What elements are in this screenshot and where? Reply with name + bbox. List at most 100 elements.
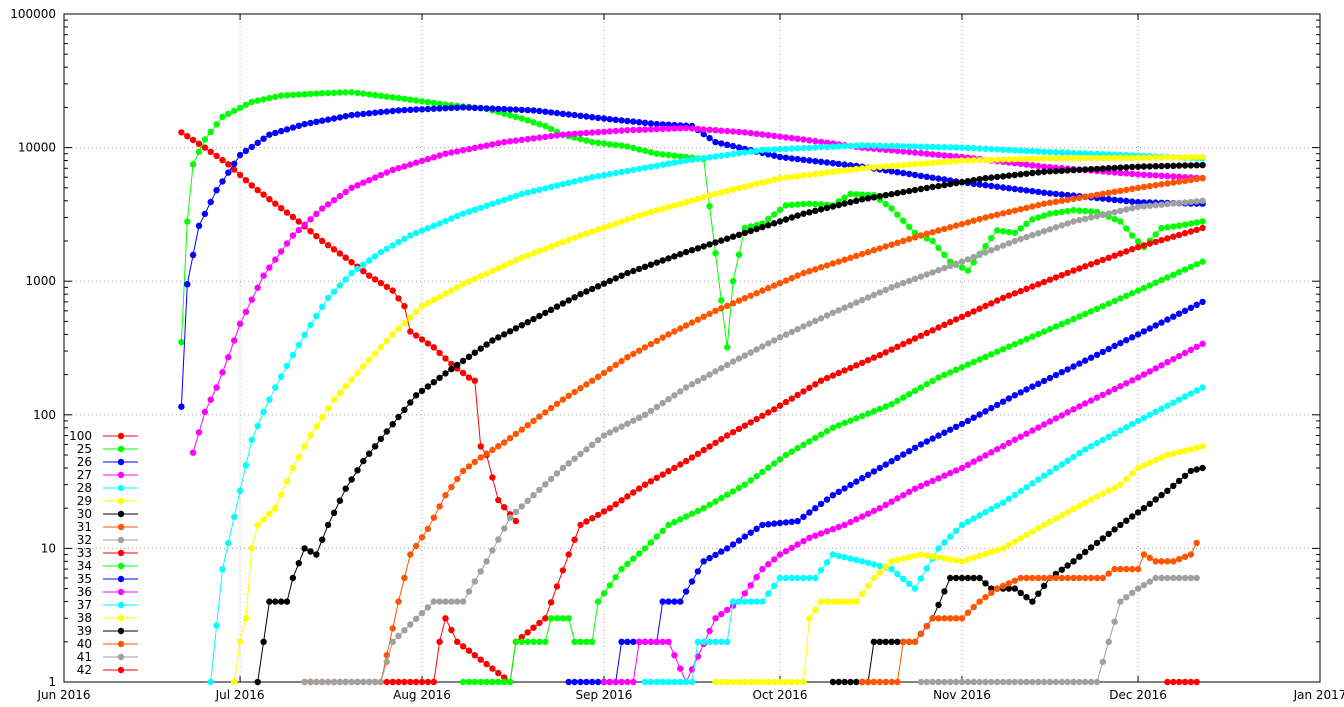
data-point [506, 678, 514, 686]
data-point [360, 110, 367, 118]
data-point [829, 203, 837, 210]
data-point [512, 192, 520, 200]
data-point [976, 678, 983, 686]
data-point [847, 199, 854, 206]
data-point [1052, 198, 1060, 205]
legend-label: 40 [77, 637, 92, 651]
data-point [1011, 185, 1018, 193]
data-point [788, 134, 795, 142]
data-point [812, 381, 819, 388]
data-point [682, 322, 690, 329]
data-point [935, 324, 942, 331]
data-point [1093, 305, 1101, 312]
data-point [448, 598, 455, 605]
data-point [788, 145, 795, 152]
data-point [712, 307, 719, 314]
data-point [260, 638, 267, 645]
data-point [958, 558, 966, 565]
data-point [1035, 424, 1042, 431]
data-point [935, 151, 942, 158]
data-point [1005, 580, 1013, 587]
data-point [847, 417, 854, 424]
data-point [1029, 574, 1036, 582]
data-point [724, 638, 731, 645]
data-point [401, 319, 408, 327]
data-point [829, 372, 837, 379]
data-point [659, 399, 666, 407]
data-point [295, 453, 302, 461]
data-point [1199, 384, 1206, 391]
data-point [970, 414, 977, 421]
data-point [876, 569, 883, 576]
data-point [189, 136, 197, 144]
data-point [724, 344, 731, 351]
data-point [841, 598, 848, 605]
data-point [659, 121, 666, 128]
legend-label: 26 [77, 455, 92, 469]
data-point [495, 443, 502, 450]
data-point [1164, 235, 1171, 242]
data-point [589, 678, 596, 686]
data-point [606, 505, 613, 512]
data-point [976, 411, 983, 418]
data-point [1111, 430, 1118, 437]
data-point [313, 423, 320, 430]
data-point [771, 520, 778, 527]
data-point [565, 460, 572, 467]
data-point [917, 678, 925, 686]
data-point [225, 110, 232, 118]
data-point [817, 264, 825, 271]
data-point [231, 107, 238, 115]
data-point [823, 528, 831, 535]
data-point [483, 558, 490, 565]
data-point [430, 99, 437, 107]
data-point [377, 92, 385, 100]
data-point [753, 130, 760, 137]
data-point [665, 468, 672, 475]
series-39 [829, 464, 1206, 686]
series-100 [178, 129, 520, 525]
data-point [606, 365, 613, 373]
data-point [260, 272, 267, 279]
data-point [1123, 424, 1130, 431]
data-point [213, 152, 220, 160]
data-point [618, 678, 625, 686]
data-point [1146, 282, 1154, 289]
x-tick-label: Oct 2016 [752, 688, 807, 702]
data-point [888, 401, 895, 408]
data-point [694, 377, 702, 385]
data-point [301, 221, 308, 228]
data-point [395, 678, 402, 686]
data-point [1129, 170, 1136, 178]
data-point [888, 346, 895, 353]
data-point [823, 262, 831, 269]
data-point [559, 567, 567, 574]
data-point [894, 142, 901, 150]
data-point [553, 583, 561, 590]
data-point [1152, 496, 1159, 503]
data-point [906, 143, 913, 150]
data-point [1199, 218, 1206, 225]
data-point [636, 550, 643, 557]
data-point [1023, 531, 1030, 539]
data-point [442, 105, 449, 112]
data-point [1146, 171, 1154, 179]
data-point [600, 115, 608, 122]
data-point [1181, 162, 1189, 169]
data-point [489, 665, 496, 672]
data-point [1011, 290, 1018, 297]
data-point [636, 347, 643, 354]
data-point [583, 288, 590, 295]
data-point [624, 143, 631, 150]
data-point [530, 315, 537, 323]
data-point [653, 533, 660, 540]
data-point [395, 107, 402, 114]
legend-marker [117, 497, 125, 505]
data-point [454, 104, 461, 111]
data-point [753, 473, 760, 480]
data-point [982, 550, 989, 558]
data-point [618, 142, 625, 149]
data-point [1193, 301, 1200, 308]
data-point [747, 182, 754, 189]
data-point [812, 266, 819, 273]
